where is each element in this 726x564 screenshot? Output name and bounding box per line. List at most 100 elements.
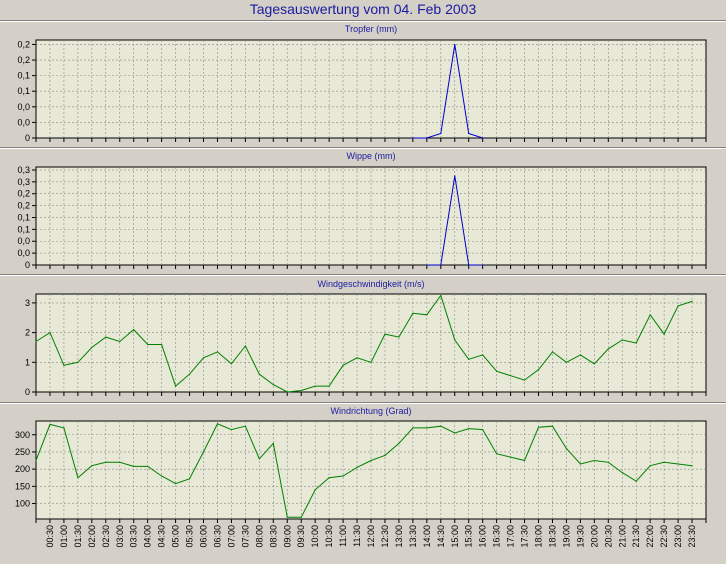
data-point: [496, 453, 498, 455]
data-point: [454, 43, 456, 46]
data-point: [370, 361, 372, 363]
data-point: [482, 428, 484, 431]
series-line: [35, 294, 693, 393]
data-point: [621, 471, 623, 474]
panel-title: Windrichtung (Grad): [330, 406, 411, 416]
y-tick-label: 0,1: [17, 86, 30, 96]
page-title: Tagesauswertung vom 04. Feb 2003: [249, 1, 477, 17]
data-point: [468, 427, 470, 430]
x-tick-label: 20:00: [589, 525, 599, 548]
data-point: [119, 461, 121, 463]
data-point: [216, 351, 219, 353]
data-point: [244, 345, 246, 347]
x-tick-label: 13:00: [394, 525, 404, 548]
data-point: [496, 370, 498, 372]
x-tick-label: 20:30: [603, 525, 613, 548]
x-tick-label: 04:30: [157, 525, 167, 548]
data-point: [677, 463, 679, 465]
x-tick-label: 09:00: [282, 525, 292, 548]
x-tick-label: 16:30: [492, 525, 502, 548]
data-point: [551, 351, 554, 353]
data-point: [649, 314, 651, 316]
x-tick-label: 14:30: [436, 525, 446, 548]
x-tick-label: 10:30: [324, 525, 334, 548]
x-tick-label: 01:30: [73, 525, 83, 548]
y-tick-label: 150: [15, 481, 30, 491]
data-point: [565, 447, 568, 450]
data-point: [202, 451, 205, 453]
x-tick-label: 18:30: [547, 525, 557, 548]
x-tick-label: 08:30: [268, 525, 278, 548]
data-point: [356, 466, 358, 469]
x-tick-label: 21:30: [631, 525, 641, 548]
chart-panel-3: 0 1 2 3 Windgeschwindigkeit (m/s): [25, 279, 707, 397]
data-point: [286, 391, 288, 393]
x-tick-label: 02:30: [101, 525, 111, 548]
data-point: [300, 389, 302, 392]
x-tick-label: 11:00: [338, 525, 348, 547]
data-point: [230, 363, 233, 365]
data-point: [635, 342, 637, 344]
x-tick-label: 19:30: [575, 525, 585, 548]
panel-separator: [0, 402, 726, 404]
y-tick-label: 0,0: [17, 102, 30, 112]
data-point: [133, 329, 135, 331]
data-point: [63, 427, 65, 429]
data-point: [607, 461, 609, 463]
y-tick-label: 0,0: [17, 236, 30, 246]
data-point: [77, 477, 79, 479]
x-tick-label: 18:00: [534, 525, 544, 548]
panel-separator: [0, 274, 726, 276]
data-point: [579, 463, 581, 465]
data-point: [258, 373, 260, 375]
panel-title: Tropfer (mm): [345, 24, 397, 34]
y-tick-label: 0,1: [17, 212, 30, 222]
title-separator: [0, 20, 726, 22]
y-tick-label: 0,2: [17, 189, 30, 199]
data-point: [342, 364, 344, 366]
y-tick-label: 1: [25, 357, 30, 367]
data-point: [537, 369, 540, 371]
y-tick-label: 3: [25, 298, 30, 308]
y-tick-label: 0,2: [17, 201, 30, 211]
data-point: [454, 175, 456, 177]
data-point: [691, 465, 693, 467]
x-tick-label: 17:00: [506, 525, 516, 548]
data-point: [384, 333, 386, 335]
x-tick-label: 15:00: [450, 525, 460, 548]
y-tick-label: 300: [15, 430, 30, 440]
data-point: [551, 425, 554, 427]
data-point: [77, 361, 79, 363]
data-point: [258, 458, 260, 460]
data-point: [468, 264, 470, 266]
data-point: [91, 465, 93, 467]
data-point: [635, 480, 637, 482]
data-point: [300, 516, 302, 518]
data-point: [468, 132, 470, 135]
data-point: [482, 137, 484, 139]
data-point: [63, 364, 65, 366]
data-point: [328, 385, 330, 387]
data-point: [593, 459, 595, 462]
x-tick-label: 10:00: [310, 525, 320, 548]
y-tick-label: 0: [25, 133, 30, 143]
y-tick-label: 0: [25, 387, 30, 397]
x-tick-label: 03:00: [115, 525, 125, 548]
x-tick-label: 01:00: [59, 525, 69, 548]
data-point: [426, 137, 428, 139]
data-point: [314, 489, 316, 491]
data-point: [161, 475, 163, 477]
x-tick-label: 04:00: [143, 525, 153, 548]
series-line: [412, 44, 483, 139]
data-point: [426, 427, 428, 429]
data-point: [482, 264, 484, 266]
x-tick-label: 05:00: [171, 525, 181, 548]
chart-panel-4: 100 150 200 250 300 Windrichtung (Grad) 00:30 0…: [15, 406, 707, 548]
x-tick-label: 15:30: [464, 525, 474, 548]
x-tick-label: 06:00: [199, 525, 209, 548]
data-point: [412, 427, 414, 429]
x-tick-label: 08:00: [254, 525, 264, 548]
x-tick-label: 00:30: [45, 525, 55, 548]
data-point: [174, 385, 177, 387]
